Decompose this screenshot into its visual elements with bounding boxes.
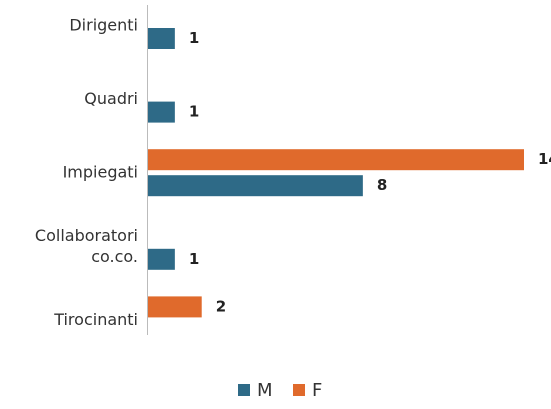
y-tick-label: Collaboratori co.co. xyxy=(35,225,138,265)
value-label: 1 xyxy=(189,29,199,47)
value-label: 2 xyxy=(216,297,226,315)
bar xyxy=(148,101,175,123)
y-tick-label: Tirocinanti xyxy=(53,309,138,328)
y-tick-label: Impiegati xyxy=(63,162,138,181)
value-label: 1 xyxy=(189,103,199,121)
bar xyxy=(148,175,363,197)
value-label: 1 xyxy=(189,250,199,268)
y-tick-label: Quadri xyxy=(84,89,138,108)
legend-label: F xyxy=(312,380,322,401)
bar xyxy=(148,296,202,318)
value-label: 8 xyxy=(377,176,387,194)
bar xyxy=(148,248,175,270)
bar xyxy=(148,28,175,49)
legend-swatch xyxy=(238,384,250,396)
y-tick-label: Dirigenti xyxy=(69,15,138,34)
legend-label: M xyxy=(257,380,273,401)
value-label: 14 xyxy=(538,150,551,168)
bar xyxy=(148,149,524,171)
legend-swatch xyxy=(293,384,305,396)
